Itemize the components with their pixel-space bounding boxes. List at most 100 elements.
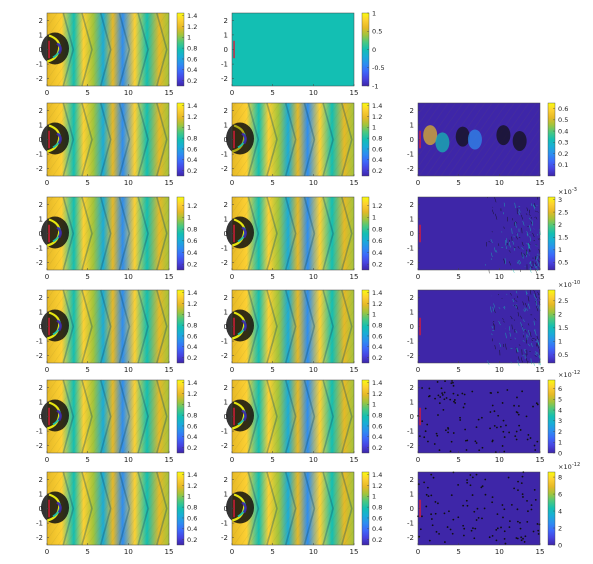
error-dot: [433, 443, 436, 445]
x-tick-label: 10: [309, 548, 318, 556]
colorbar-tick-label: 1: [187, 34, 191, 42]
y-tick-label: -2: [221, 259, 228, 267]
error-dot: [469, 484, 472, 487]
colorbar-tick-label: 1.4: [372, 379, 382, 387]
y-tick-label: 0: [410, 136, 414, 144]
colorbar-tick-label: 0.8: [187, 134, 197, 142]
error-dot: [470, 529, 473, 532]
error-dot: [441, 392, 444, 394]
error-dot: [534, 499, 537, 501]
y-tick-label: -2: [36, 165, 43, 173]
error-dot: [497, 414, 500, 417]
error-dot: [501, 402, 504, 404]
colorbar-tick-label: 1: [187, 493, 191, 501]
y-tick-label: 2: [224, 107, 228, 115]
x-tick-label: 5: [85, 89, 89, 97]
error-dot: [477, 418, 480, 421]
x-tick-label: 10: [495, 366, 504, 374]
colorbar-tick-label: 0.4: [372, 343, 382, 351]
colorbar-tick-label: 0.4: [558, 127, 568, 135]
field-background: [418, 380, 540, 453]
error-dot: [452, 384, 455, 387]
x-tick-label: 5: [270, 366, 274, 374]
y-tick-label: 2: [410, 476, 414, 484]
error-dot: [513, 487, 516, 490]
x-tick-label: 5: [270, 273, 274, 281]
error-dot: [473, 537, 476, 540]
y-tick-label: -2: [36, 534, 43, 542]
error-blob: [423, 125, 438, 146]
y-tick-label: -1: [221, 428, 228, 436]
error-dot: [481, 446, 484, 449]
colorbar-exponent-base: ×10: [558, 281, 572, 289]
error-dot: [502, 419, 505, 422]
error-dot: [464, 439, 467, 442]
colorbar: [176, 471, 185, 546]
error-dot: [425, 505, 428, 508]
error-dot: [451, 532, 454, 535]
colorbar-tick-label: 1.2: [187, 113, 197, 121]
colorbar-tick-label: 1.5: [558, 234, 568, 242]
colorbar-tick-label: 1.2: [372, 202, 382, 210]
error-dot: [445, 397, 448, 399]
error-blob: [512, 130, 527, 151]
error-dot: [536, 440, 539, 443]
error-dot: [452, 518, 455, 521]
y-tick-label: 0: [410, 323, 414, 331]
colorbar-tick-label: 1.2: [187, 23, 197, 31]
error-dot: [430, 473, 433, 476]
error-dot: [463, 402, 466, 405]
y-tick-label: 2: [224, 201, 228, 209]
colorbar-tick-label: 0.1: [558, 161, 568, 169]
colorbar: [547, 471, 556, 546]
x-tick-label: 15: [165, 366, 174, 374]
x-tick-label: 5: [85, 366, 89, 374]
error-dot: [496, 513, 499, 516]
colorbar: [547, 289, 556, 364]
error-dot: [449, 528, 452, 531]
error-dot: [484, 493, 487, 496]
error-dot: [495, 539, 498, 542]
error-dot: [462, 406, 465, 409]
error-dot: [435, 432, 438, 435]
colorbar-tick-label: 1.2: [187, 300, 197, 308]
colorbar-tick-label: 5: [558, 396, 562, 404]
x-tick-label: 5: [456, 366, 460, 374]
error-dot: [450, 440, 453, 443]
y-tick-label: 1: [410, 490, 414, 498]
y-tick-label: 2: [224, 384, 228, 392]
error-dot: [509, 520, 511, 523]
error-dot: [438, 449, 441, 452]
colorbar-tick-label: 0.2: [187, 354, 197, 362]
colorbar-tick-label: 0.4: [187, 249, 197, 257]
y-tick-label: 2: [224, 17, 228, 25]
error-dot: [423, 481, 426, 484]
error-dot: [515, 438, 518, 441]
x-tick-label: 0: [45, 179, 49, 187]
colorbar-tick-label: 0.4: [187, 156, 197, 164]
colorbar: [547, 379, 556, 454]
x-tick-label: 10: [309, 456, 318, 464]
colorbar-tick-label: 2: [558, 428, 562, 436]
error-dot: [526, 521, 529, 523]
error-dot: [451, 379, 453, 382]
colorbar-tick-label: 0.8: [372, 503, 382, 511]
error-dot: [457, 516, 460, 519]
error-dot: [430, 513, 433, 516]
x-tick-label: 5: [270, 179, 274, 187]
colorbar-tick-label: 0: [372, 46, 376, 54]
error-dot: [441, 394, 444, 396]
y-tick-label: -2: [221, 75, 228, 83]
error-dot: [447, 431, 449, 434]
error-dot: [423, 436, 426, 439]
colorbar: [361, 379, 370, 454]
error-dot: [475, 442, 478, 444]
error-dot: [428, 387, 431, 390]
y-tick-label: 2: [410, 384, 414, 392]
error-dot: [508, 431, 511, 434]
